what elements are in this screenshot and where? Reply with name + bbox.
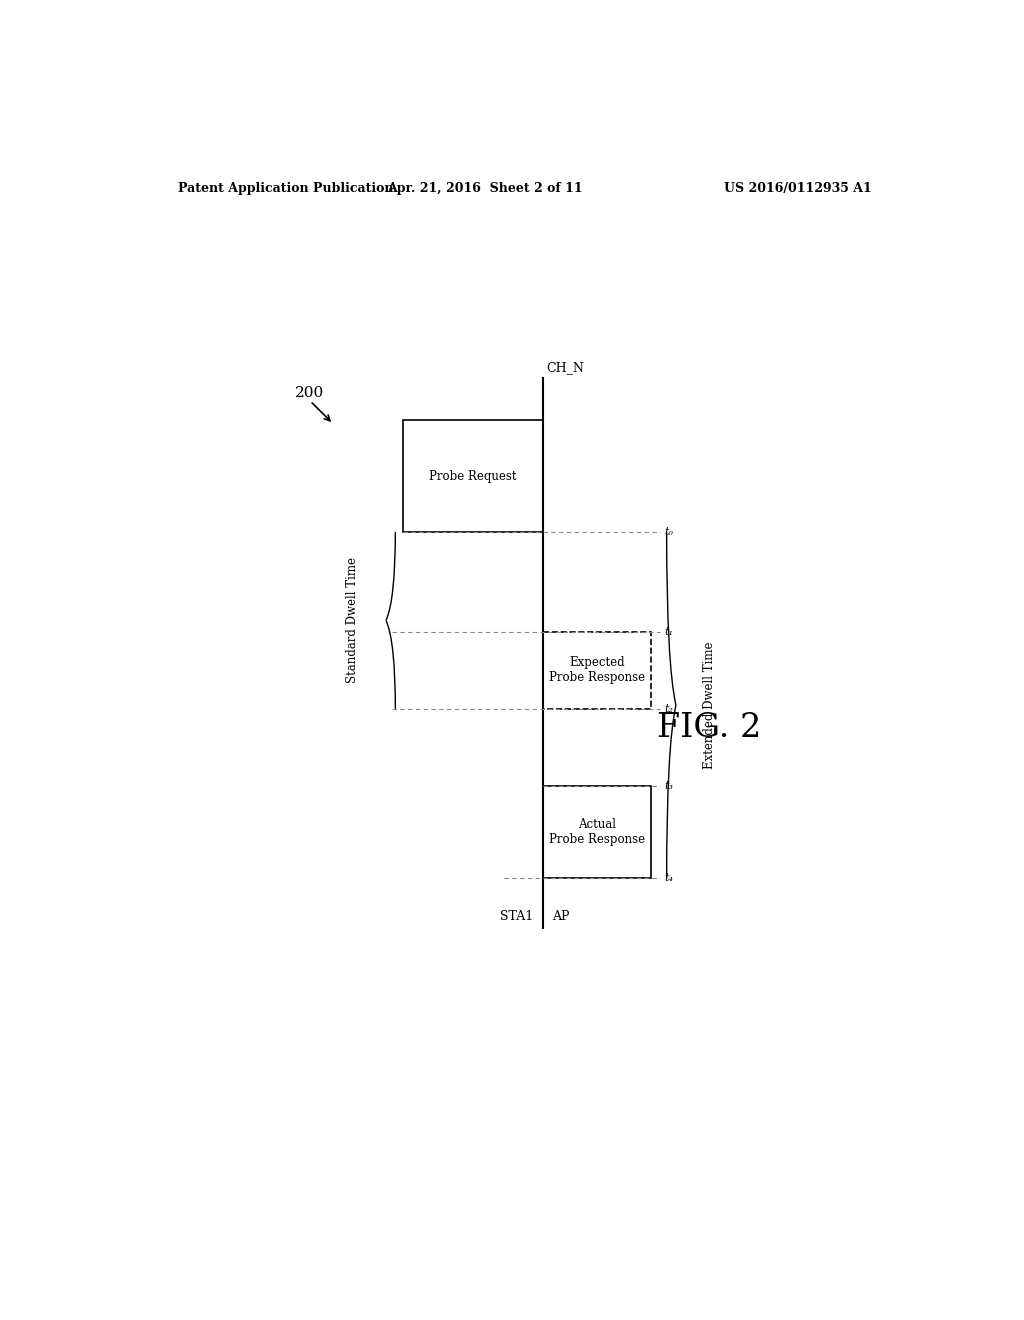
Text: AP: AP bbox=[552, 911, 569, 924]
Text: Standard Dwell Time: Standard Dwell Time bbox=[346, 557, 359, 684]
Text: Actual
Probe Response: Actual Probe Response bbox=[549, 818, 645, 846]
Text: Extended Dwell Time: Extended Dwell Time bbox=[702, 642, 716, 768]
Text: t₁: t₁ bbox=[665, 627, 674, 638]
Text: Probe Request: Probe Request bbox=[429, 470, 517, 483]
Text: US 2016/0112935 A1: US 2016/0112935 A1 bbox=[724, 182, 872, 194]
Bar bbox=[543, 785, 651, 878]
Bar bbox=[403, 420, 543, 532]
Text: t₀: t₀ bbox=[665, 527, 674, 537]
Text: t₂: t₂ bbox=[665, 704, 674, 714]
Text: t₃: t₃ bbox=[665, 781, 674, 791]
Text: Apr. 21, 2016  Sheet 2 of 11: Apr. 21, 2016 Sheet 2 of 11 bbox=[387, 182, 583, 194]
Text: CH_N: CH_N bbox=[547, 360, 585, 374]
Text: Patent Application Publication: Patent Application Publication bbox=[178, 182, 394, 194]
Text: STA1: STA1 bbox=[500, 911, 534, 924]
Bar bbox=[543, 632, 651, 709]
Text: FIG. 2: FIG. 2 bbox=[657, 713, 762, 744]
Text: Expected
Probe Response: Expected Probe Response bbox=[549, 656, 645, 685]
Text: t₄: t₄ bbox=[665, 874, 674, 883]
Text: 200: 200 bbox=[295, 387, 324, 400]
